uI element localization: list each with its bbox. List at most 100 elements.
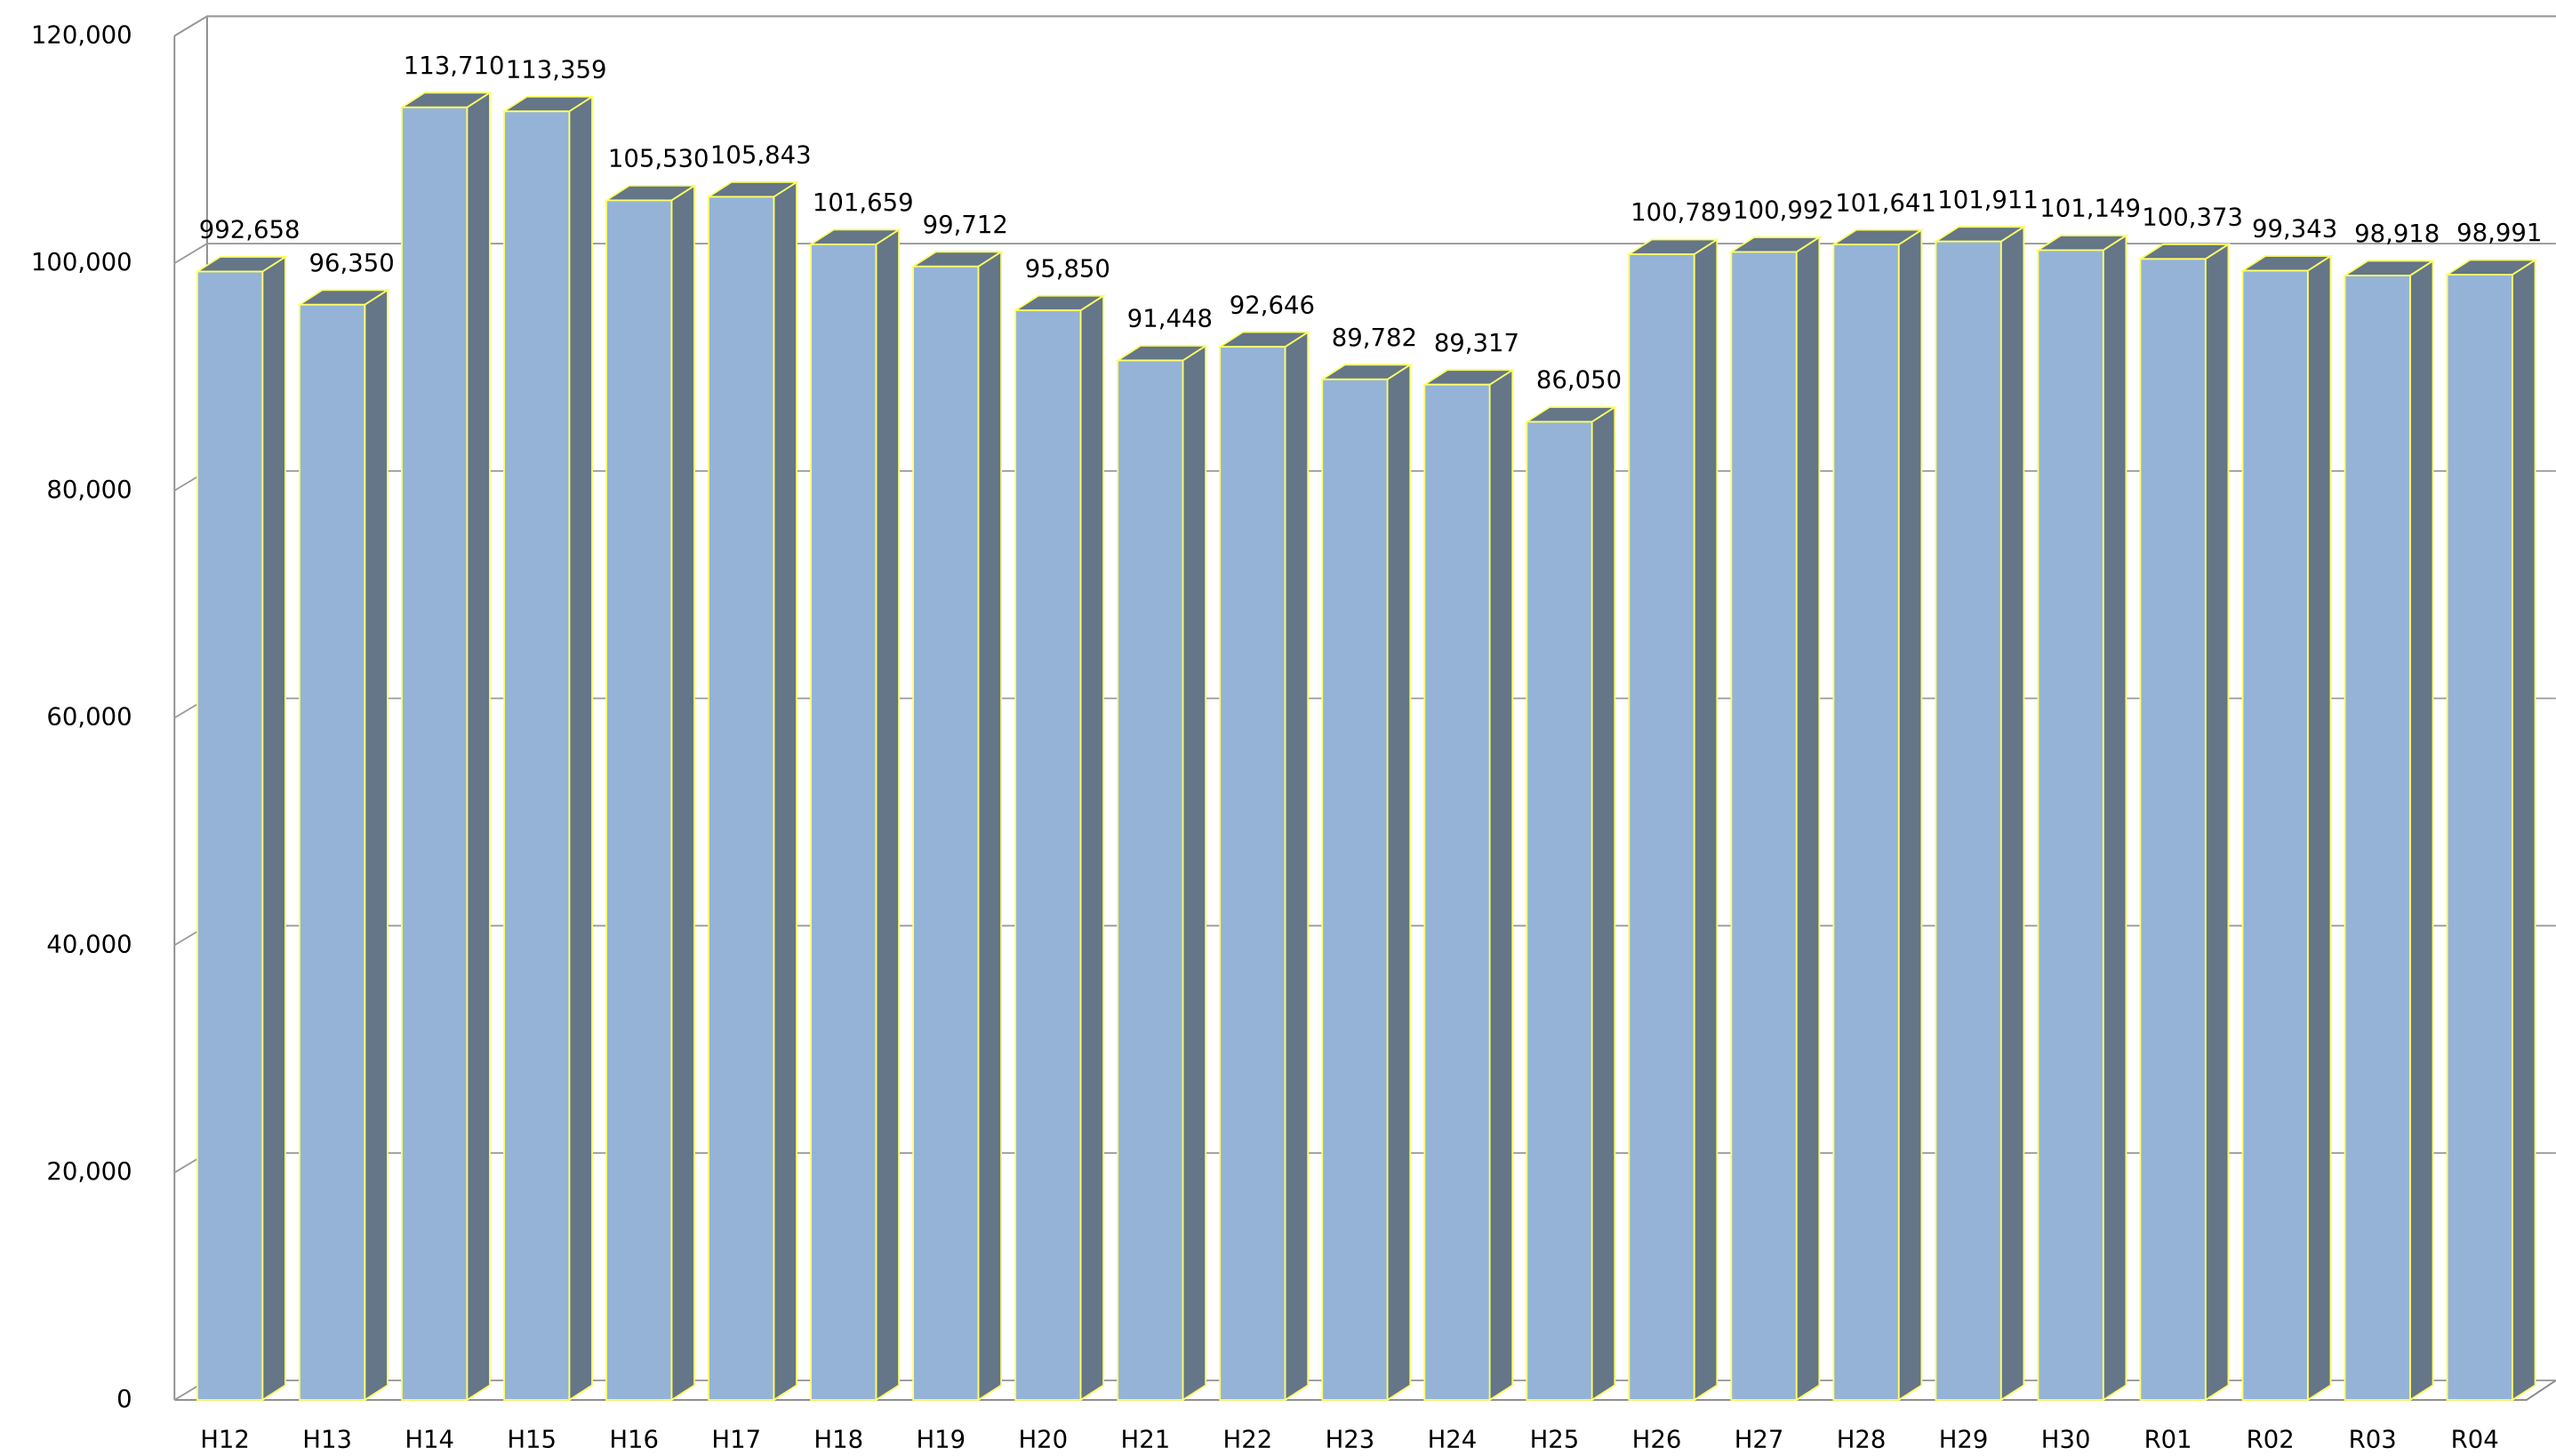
value-label: 992,658 [199, 216, 300, 244]
x-tick-label: H18 [813, 1426, 863, 1454]
x-tick-label: H28 [1837, 1426, 1887, 1454]
x-tick-label: H22 [1223, 1426, 1273, 1454]
value-label: 100,373 [2142, 203, 2243, 231]
bar-side [977, 250, 1003, 1402]
bar-side [1590, 405, 1616, 1402]
bar [1321, 378, 1389, 1401]
value-label: 92,646 [1230, 291, 1315, 319]
bar [2139, 258, 2207, 1401]
grid-line [173, 15, 2556, 37]
bar [1935, 240, 2002, 1401]
bar [196, 270, 264, 1401]
value-label: 100,789 [1631, 198, 1732, 227]
bar-side [2511, 258, 2536, 1402]
y-tick-label: 40,000 [46, 930, 132, 958]
x-tick-label: H27 [1735, 1426, 1784, 1454]
x-tick-label: H26 [1632, 1426, 1682, 1454]
x-tick-label: H30 [2041, 1426, 2091, 1454]
bar [1219, 346, 1286, 1401]
x-tick-label: H25 [1530, 1426, 1580, 1454]
bar-side [773, 180, 797, 1402]
value-label: 105,843 [710, 141, 812, 170]
bar [1526, 420, 1593, 1401]
y-tick-label: 60,000 [46, 703, 132, 732]
x-tick-label: H29 [1939, 1426, 1989, 1454]
x-tick-label: H24 [1428, 1426, 1478, 1454]
value-label: 96,350 [309, 249, 395, 277]
value-label: 105,530 [608, 145, 709, 173]
y-tick-label: 100,000 [31, 248, 132, 276]
bar-side [1999, 225, 2025, 1402]
x-tick-label: R01 [2144, 1426, 2192, 1454]
value-label: 101,641 [1835, 188, 1936, 217]
x-tick-label: H15 [507, 1426, 557, 1454]
bar-side [568, 95, 593, 1402]
x-tick-label: H21 [1121, 1426, 1171, 1454]
x-tick-label: H19 [916, 1426, 966, 1454]
bar-side [1079, 293, 1105, 1402]
bar-side [261, 255, 286, 1402]
value-label: 113,710 [404, 52, 505, 80]
bar [1628, 253, 1695, 1401]
bar-side [1182, 344, 1207, 1402]
bar [2446, 274, 2513, 1401]
bar [1730, 251, 1798, 1401]
bar [1117, 359, 1184, 1401]
bar [810, 243, 877, 1401]
bar [1014, 309, 1082, 1401]
value-label: 89,317 [1434, 329, 1519, 357]
bar [708, 196, 775, 1401]
bar-side [2102, 234, 2127, 1402]
value-label: 91,448 [1127, 305, 1213, 333]
bar [299, 303, 366, 1401]
bar [1832, 244, 1900, 1401]
bar [401, 106, 469, 1401]
x-tick-label: H20 [1018, 1426, 1068, 1454]
bar [2344, 275, 2411, 1401]
bar-side [875, 228, 901, 1402]
x-tick-label: H17 [711, 1426, 761, 1454]
bar [2241, 269, 2309, 1401]
x-tick-label: H13 [302, 1426, 352, 1454]
x-tick-label: H16 [609, 1426, 659, 1454]
x-tick-label: H14 [405, 1426, 454, 1454]
bar-side [670, 184, 695, 1402]
y-tick-label: 0 [116, 1385, 132, 1413]
value-label: 113,359 [506, 55, 607, 84]
bar-side [1284, 330, 1310, 1402]
y-tick-label: 80,000 [46, 476, 132, 504]
value-label: 89,782 [1332, 324, 1417, 352]
bar [1423, 383, 1491, 1401]
bar [605, 199, 673, 1401]
value-label: 99,343 [2252, 215, 2337, 244]
y-tick-label: 20,000 [46, 1157, 132, 1186]
bar-side [1795, 236, 1821, 1402]
value-label: 101,911 [1937, 186, 2039, 214]
value-label: 100,992 [1733, 196, 1834, 225]
value-label: 95,850 [1025, 254, 1110, 283]
x-tick-label: H12 [200, 1426, 250, 1454]
bar [503, 110, 571, 1401]
bar-side [466, 91, 491, 1402]
x-tick-label: R03 [2349, 1426, 2397, 1454]
value-label: 98,991 [2456, 219, 2542, 247]
bar-side [2408, 259, 2434, 1402]
bar-side [1693, 237, 1719, 1402]
bar [912, 265, 980, 1401]
bar-side [364, 288, 389, 1402]
bar-side [1897, 228, 1923, 1402]
y-tick-label: 120,000 [31, 20, 132, 49]
bar-side [1488, 368, 1514, 1402]
bar-side [2306, 254, 2332, 1402]
value-label: 86,050 [1536, 366, 1622, 395]
x-tick-label: R02 [2247, 1426, 2295, 1454]
x-tick-label: H23 [1326, 1426, 1375, 1454]
value-label: 99,712 [923, 211, 1008, 239]
x-tick-label: R04 [2451, 1426, 2499, 1454]
value-label: 101,659 [813, 188, 914, 217]
value-label: 98,918 [2354, 220, 2440, 248]
value-label: 101,149 [2039, 195, 2141, 223]
bar-side [1386, 363, 1412, 1402]
bar [2037, 249, 2104, 1401]
